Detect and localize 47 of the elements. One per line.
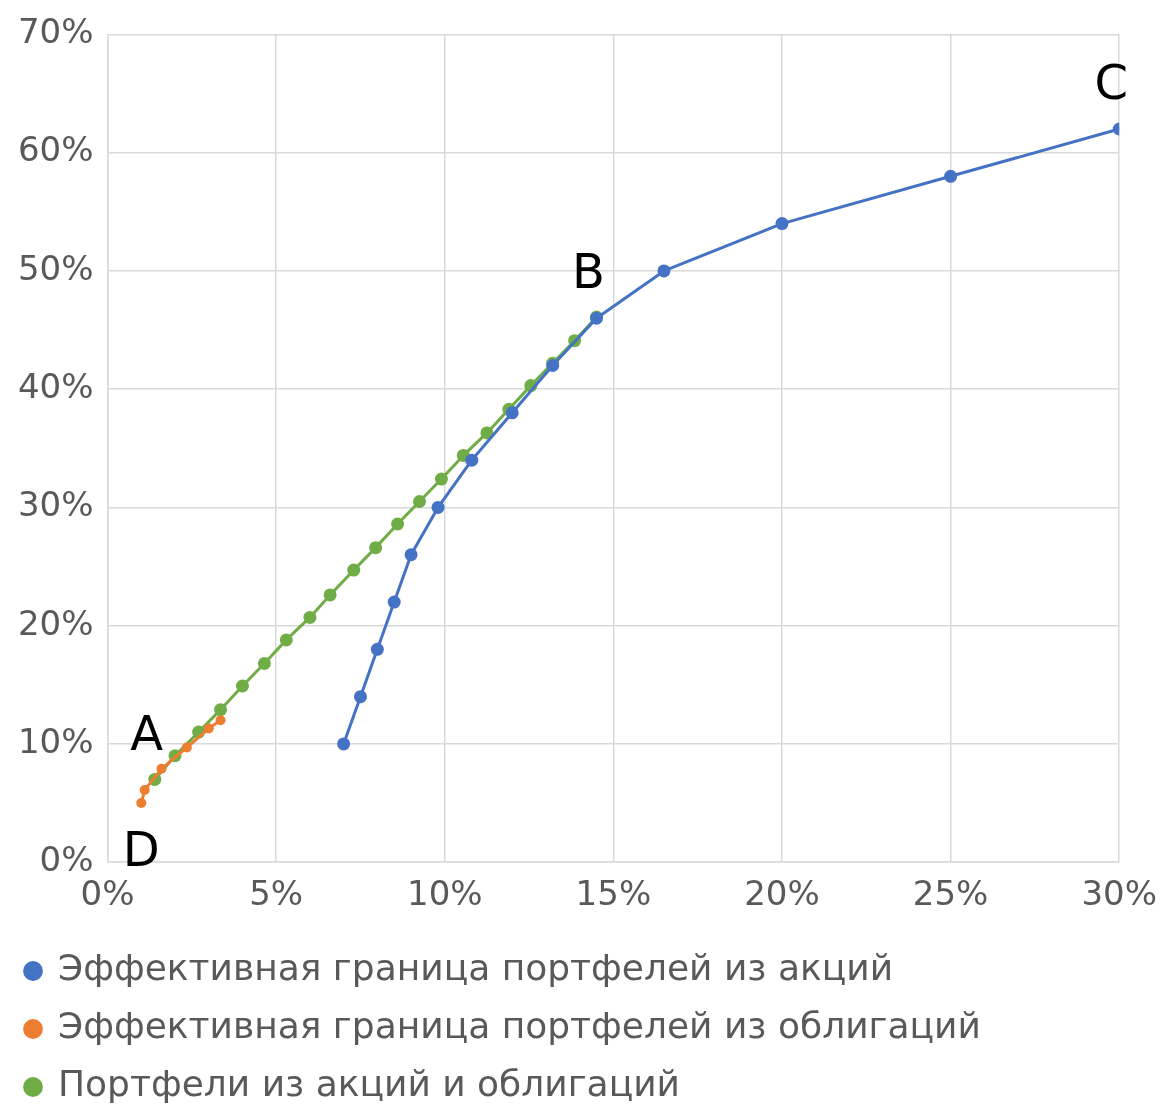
point	[214, 703, 228, 717]
annotation: B	[572, 242, 605, 299]
point	[775, 217, 789, 231]
legend-label: Эффективная граница портфелей из облигаций	[58, 1005, 981, 1047]
x-tick-label: 20%	[744, 873, 820, 914]
point	[235, 679, 249, 693]
y-tick-label: 50%	[17, 247, 94, 288]
point	[412, 495, 426, 509]
point	[657, 264, 671, 278]
point	[203, 723, 214, 734]
y-tick-label: 40%	[17, 366, 94, 406]
point	[431, 500, 445, 514]
point	[369, 541, 383, 555]
y-tick-label: 20%	[17, 602, 94, 643]
point	[139, 785, 150, 796]
point	[303, 610, 317, 624]
point	[181, 742, 192, 753]
point	[215, 715, 226, 726]
point	[404, 548, 418, 562]
annotation: C	[1094, 54, 1128, 111]
point	[347, 563, 361, 577]
x-tick-label: 30%	[1081, 873, 1157, 914]
y-tick-label: 60%	[17, 129, 94, 170]
point	[279, 633, 293, 647]
point	[387, 595, 401, 609]
x-tick-label: 15%	[575, 873, 652, 914]
point	[323, 588, 337, 602]
x-tick-label: 25%	[912, 873, 989, 914]
point	[465, 453, 479, 467]
x-tick-label: 10%	[407, 873, 483, 914]
point	[944, 169, 958, 183]
point	[391, 517, 405, 531]
legend-label: Эффективная граница портфелей из акций	[58, 947, 894, 989]
y-tick-label: 30%	[17, 484, 94, 525]
point	[505, 406, 519, 420]
point	[370, 642, 384, 656]
point	[337, 737, 351, 751]
point	[434, 472, 448, 486]
y-tick-label: 70%	[17, 11, 94, 52]
point	[353, 690, 367, 704]
legend-label: Портфели из акций и облигаций	[58, 1063, 680, 1105]
annotation: A	[130, 704, 164, 761]
point	[257, 657, 271, 671]
point	[136, 798, 147, 809]
y-tick-label: 10%	[17, 720, 94, 761]
x-tick-label: 5%	[249, 873, 304, 914]
point	[156, 763, 167, 774]
